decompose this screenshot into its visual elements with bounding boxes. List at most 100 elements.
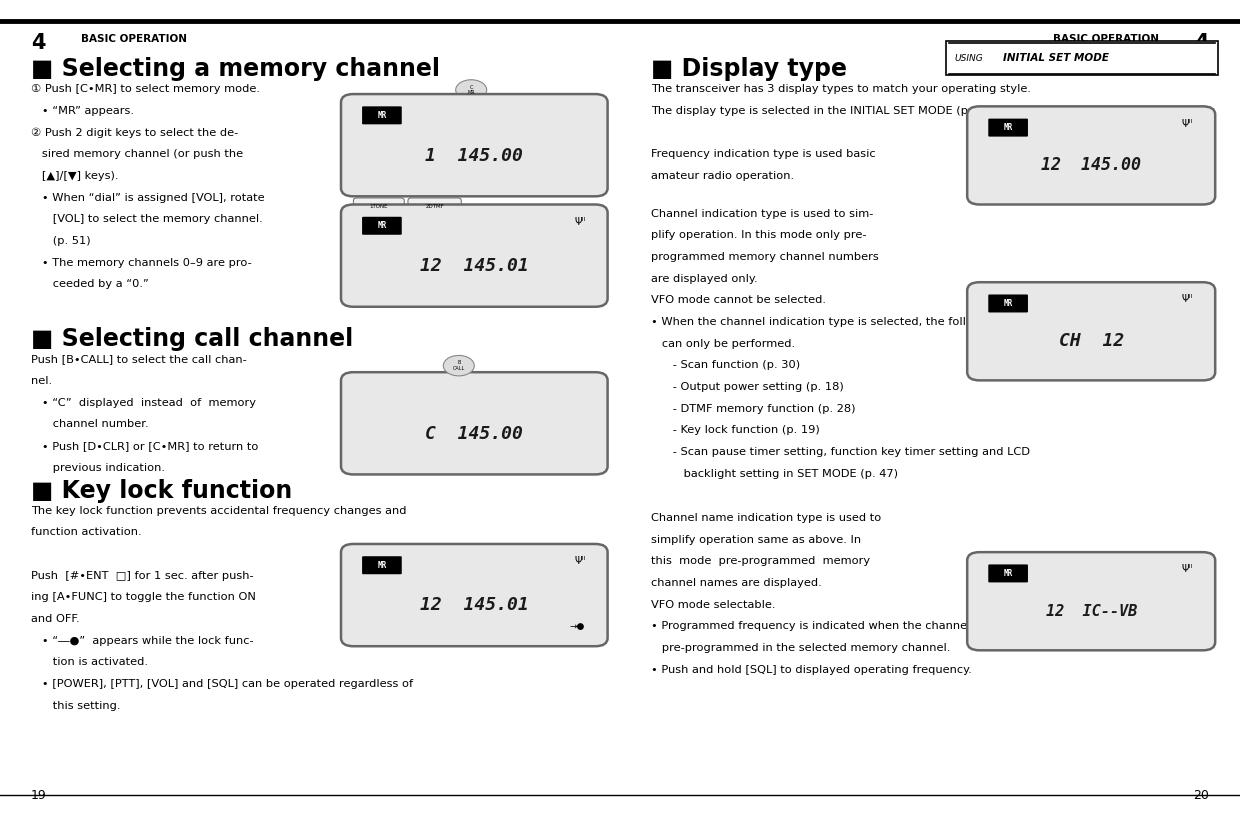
Text: Channel name indication type is used to: Channel name indication type is used to [651, 513, 882, 523]
Text: simplify operation same as above. In: simplify operation same as above. In [651, 535, 861, 545]
Text: ① Push [C•MR] to select memory mode.: ① Push [C•MR] to select memory mode. [31, 84, 260, 94]
Text: ■ Selecting a memory channel: ■ Selecting a memory channel [31, 57, 440, 81]
Text: VFO mode cannot be selected.: VFO mode cannot be selected. [651, 295, 826, 305]
FancyBboxPatch shape [408, 198, 461, 216]
Text: ceeded by a “0.”: ceeded by a “0.” [31, 280, 149, 290]
Text: ■ Key lock function: ■ Key lock function [31, 479, 293, 502]
Text: Ψᴵᴵ: Ψᴵᴵ [574, 217, 585, 227]
Text: 20: 20 [1193, 789, 1209, 802]
Text: channel number.: channel number. [31, 420, 149, 429]
Text: 12  145.01: 12 145.01 [420, 257, 528, 275]
Text: - DTMF memory function (p. 28): - DTMF memory function (p. 28) [651, 404, 856, 414]
Text: pre-programmed in the selected memory channel.: pre-programmed in the selected memory ch… [651, 643, 950, 653]
Text: - Key lock function (p. 19): - Key lock function (p. 19) [651, 425, 820, 435]
Text: can only be performed.: can only be performed. [651, 339, 795, 348]
Text: • When “dial” is assigned [VOL], rotate: • When “dial” is assigned [VOL], rotate [31, 193, 264, 203]
Text: backlight setting in SET MODE (p. 47): backlight setting in SET MODE (p. 47) [651, 469, 898, 479]
Circle shape [456, 80, 486, 101]
Text: INITIAL SET MODE: INITIAL SET MODE [1003, 53, 1109, 63]
FancyBboxPatch shape [341, 204, 608, 307]
Text: (p. 51): (p. 51) [31, 236, 91, 246]
Text: • “―●”  appears while the lock func-: • “―●” appears while the lock func- [31, 636, 254, 645]
Text: this  mode  pre-programmed  memory: this mode pre-programmed memory [651, 556, 870, 566]
Text: MR: MR [1003, 299, 1013, 308]
Text: C  145.00: C 145.00 [425, 425, 523, 443]
Text: 12  145.01: 12 145.01 [420, 596, 528, 614]
Text: MR: MR [377, 560, 387, 570]
Text: channel names are displayed.: channel names are displayed. [651, 578, 822, 588]
Text: VFO mode selectable.: VFO mode selectable. [651, 600, 775, 609]
Text: 4: 4 [1194, 33, 1209, 52]
Text: BASIC OPERATION: BASIC OPERATION [1054, 34, 1159, 44]
Text: Push  [#•ENT  □] for 1 sec. after push-: Push [#•ENT □] for 1 sec. after push- [31, 571, 254, 581]
Text: 1  145.00: 1 145.00 [425, 146, 523, 164]
Text: BASIC OPERATION: BASIC OPERATION [81, 34, 186, 44]
Text: • Push [D•CLR] or [C•MR] to return to: • Push [D•CLR] or [C•MR] to return to [31, 441, 258, 451]
Text: are displayed only.: are displayed only. [651, 273, 758, 284]
Text: The display type is selected in the INITIAL SET MODE (p. 51).: The display type is selected in the INIT… [651, 106, 998, 116]
Text: Ψᴵᴵ: Ψᴵᴵ [574, 556, 585, 566]
Text: MR: MR [377, 221, 387, 231]
Text: • “MR” appears.: • “MR” appears. [31, 106, 134, 116]
Text: C
MR: C MR [467, 84, 475, 96]
Text: • “C”  displayed  instead  of  memory: • “C” displayed instead of memory [31, 398, 255, 407]
Text: ■ Display type: ■ Display type [651, 57, 847, 81]
Text: - Scan function (p. 30): - Scan function (p. 30) [651, 360, 800, 371]
Text: 12  IC--VB: 12 IC--VB [1045, 604, 1137, 618]
Text: The key lock function prevents accidental frequency changes and: The key lock function prevents accidenta… [31, 506, 407, 515]
Text: this setting.: this setting. [31, 700, 120, 711]
FancyBboxPatch shape [362, 217, 402, 235]
Text: sired memory channel (or push the: sired memory channel (or push the [31, 149, 243, 160]
FancyBboxPatch shape [341, 94, 608, 196]
Text: 19: 19 [31, 789, 47, 802]
FancyBboxPatch shape [341, 372, 608, 474]
FancyBboxPatch shape [967, 282, 1215, 380]
Text: amateur radio operation.: amateur radio operation. [651, 171, 794, 181]
Text: Push [B•CALL] to select the call chan-: Push [B•CALL] to select the call chan- [31, 354, 247, 364]
Text: Ψᴵᴵ: Ψᴵᴵ [1182, 119, 1193, 128]
FancyBboxPatch shape [362, 556, 402, 574]
Text: programmed memory channel numbers: programmed memory channel numbers [651, 252, 879, 262]
Text: 12  145.00: 12 145.00 [1042, 156, 1141, 174]
Text: [▲]/[▼] keys).: [▲]/[▼] keys). [31, 171, 119, 181]
Text: - Scan pause timer setting, function key timer setting and LCD: - Scan pause timer setting, function key… [651, 447, 1030, 457]
Text: previous indication.: previous indication. [31, 463, 165, 473]
Text: The transceiver has 3 display types to match your operating style.: The transceiver has 3 display types to m… [651, 84, 1030, 94]
FancyBboxPatch shape [353, 198, 404, 216]
Text: MR: MR [1003, 569, 1013, 578]
Text: Ψᴵᴵ: Ψᴵᴵ [1182, 294, 1193, 304]
Text: 4: 4 [31, 33, 46, 52]
Text: →●: →● [570, 622, 585, 631]
Text: • When the channel indication type is selected, the following functions: • When the channel indication type is se… [651, 317, 1056, 327]
Circle shape [444, 355, 474, 376]
Text: Ψᴵᴵ: Ψᴵᴵ [1182, 564, 1193, 574]
FancyBboxPatch shape [988, 119, 1028, 137]
Text: and OFF.: and OFF. [31, 614, 79, 624]
Text: function activation.: function activation. [31, 528, 141, 537]
Text: Channel indication type is used to sim-: Channel indication type is used to sim- [651, 209, 873, 218]
Text: plify operation. In this mode only pre-: plify operation. In this mode only pre- [651, 231, 867, 240]
Text: ■ Selecting call channel: ■ Selecting call channel [31, 327, 353, 351]
Text: [VOL] to select the memory channel.: [VOL] to select the memory channel. [31, 214, 263, 224]
FancyBboxPatch shape [988, 294, 1028, 312]
Text: Frequency indication type is used basic: Frequency indication type is used basic [651, 149, 875, 160]
Text: • The memory channels 0–9 are pro-: • The memory channels 0–9 are pro- [31, 258, 252, 267]
Text: USING: USING [955, 53, 983, 63]
Text: MR: MR [377, 110, 387, 120]
Text: ② Push 2 digit keys to select the de-: ② Push 2 digit keys to select the de- [31, 128, 238, 138]
FancyBboxPatch shape [967, 106, 1215, 204]
FancyBboxPatch shape [946, 41, 1218, 75]
Text: 2DTMF: 2DTMF [425, 204, 444, 209]
Text: MR: MR [1003, 123, 1013, 133]
Text: ing [A•FUNC] to toggle the function ON: ing [A•FUNC] to toggle the function ON [31, 592, 255, 602]
FancyBboxPatch shape [362, 106, 402, 124]
FancyBboxPatch shape [967, 552, 1215, 650]
Text: tion is activated.: tion is activated. [31, 658, 148, 667]
Text: - Output power setting (p. 18): - Output power setting (p. 18) [651, 382, 843, 392]
Text: CH  12: CH 12 [1059, 332, 1123, 350]
Text: • Programmed frequency is indicated when the channel name is not: • Programmed frequency is indicated when… [651, 622, 1042, 631]
Text: • [POWER], [PTT], [VOL] and [SQL] can be operated regardless of: • [POWER], [PTT], [VOL] and [SQL] can be… [31, 679, 413, 689]
FancyBboxPatch shape [341, 544, 608, 646]
Text: 1TONE: 1TONE [370, 204, 388, 209]
FancyBboxPatch shape [988, 564, 1028, 582]
